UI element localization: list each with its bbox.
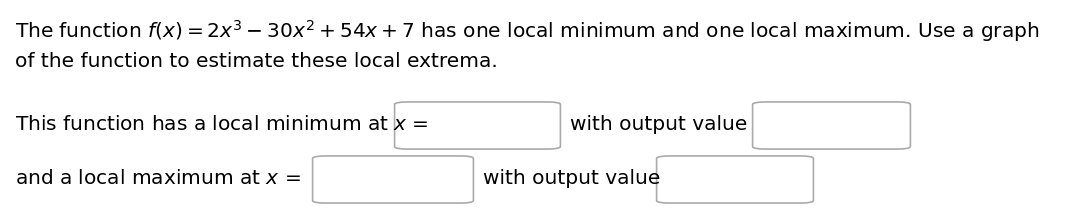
FancyBboxPatch shape xyxy=(753,102,910,149)
FancyBboxPatch shape xyxy=(657,156,814,203)
Text: with output value: with output value xyxy=(570,115,748,134)
Text: This function has a local minimum at $x$ =: This function has a local minimum at $x$… xyxy=(15,115,428,134)
Text: of the function to estimate these local extrema.: of the function to estimate these local … xyxy=(15,52,498,71)
Text: The function $f(x) = 2x^3 - 30x^2 + 54x + 7$ has one local minimum and one local: The function $f(x) = 2x^3 - 30x^2 + 54x … xyxy=(15,18,1040,44)
FancyBboxPatch shape xyxy=(395,102,560,149)
FancyBboxPatch shape xyxy=(313,156,474,203)
Text: and a local maximum at $x$ =: and a local maximum at $x$ = xyxy=(15,169,301,188)
Text: with output value: with output value xyxy=(483,169,660,188)
